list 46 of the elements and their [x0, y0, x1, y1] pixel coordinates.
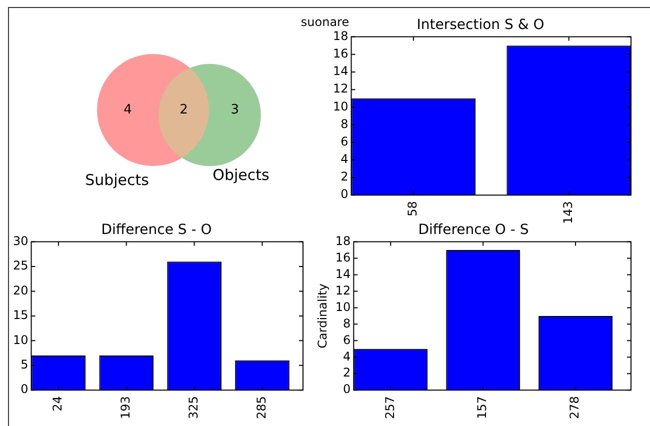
y-tick-label: 18: [335, 234, 351, 248]
y-tick-label: 4: [340, 152, 348, 166]
y-tick-label: 10: [335, 300, 351, 314]
chart-title: Difference O - S: [418, 222, 529, 238]
y-tick-label: 8: [343, 316, 351, 330]
text: Objects: [212, 166, 270, 184]
x-tick-label: 193: [118, 396, 132, 419]
y-tick-label: 8: [340, 116, 348, 131]
x-tick-label: 278: [568, 396, 582, 419]
x-tick-label: 58: [406, 201, 420, 216]
y-axis-title: Cardinality: [315, 284, 330, 348]
y-tick-label: 6: [343, 332, 351, 347]
y-tick-label: 2: [343, 366, 351, 380]
x-tick-label: 157: [475, 396, 490, 419]
y-tick-label: 4: [343, 349, 351, 364]
x-tick-label: 285: [254, 396, 268, 419]
y-tick-label: 14: [335, 266, 351, 281]
y-tick-label: 10: [12, 332, 28, 347]
y-tick-label: 0: [343, 382, 351, 396]
y-tick-label: 25: [12, 258, 28, 273]
y-tick-label: 10: [332, 99, 348, 114]
text: suonare: [300, 15, 350, 30]
y-tick-label: 12: [332, 82, 348, 96]
y-tick-label: 5: [20, 358, 28, 372]
y-tick-label: 30: [12, 234, 28, 248]
y-tick-label: 2: [340, 170, 348, 184]
y-tick-label: 14: [332, 64, 348, 78]
x-tick-label: 325: [186, 396, 200, 419]
y-tick-label: 12: [335, 283, 351, 298]
x-tick-label: 257: [382, 396, 397, 419]
y-tick-label: 16: [335, 250, 351, 264]
y-tick-label: 0: [20, 382, 28, 396]
chart-title: Difference S - O: [101, 222, 212, 238]
data-label: 2: [180, 102, 188, 118]
data-label: 3: [230, 102, 240, 118]
y-tick-label: 0: [340, 187, 348, 202]
chart-title: Intersection S & O: [416, 17, 544, 34]
x-tick-label: 24: [50, 396, 65, 412]
y-tick-label: 16: [332, 46, 348, 61]
y-tick-label: 6: [340, 134, 348, 148]
y-tick-label: 20: [12, 283, 28, 298]
x-tick-label: 143: [560, 201, 575, 224]
text: Subjects: [85, 170, 150, 189]
y-tick-label: 15: [12, 308, 28, 322]
data-label: 4: [124, 102, 132, 118]
y-tick-label: 18: [332, 28, 348, 43]
